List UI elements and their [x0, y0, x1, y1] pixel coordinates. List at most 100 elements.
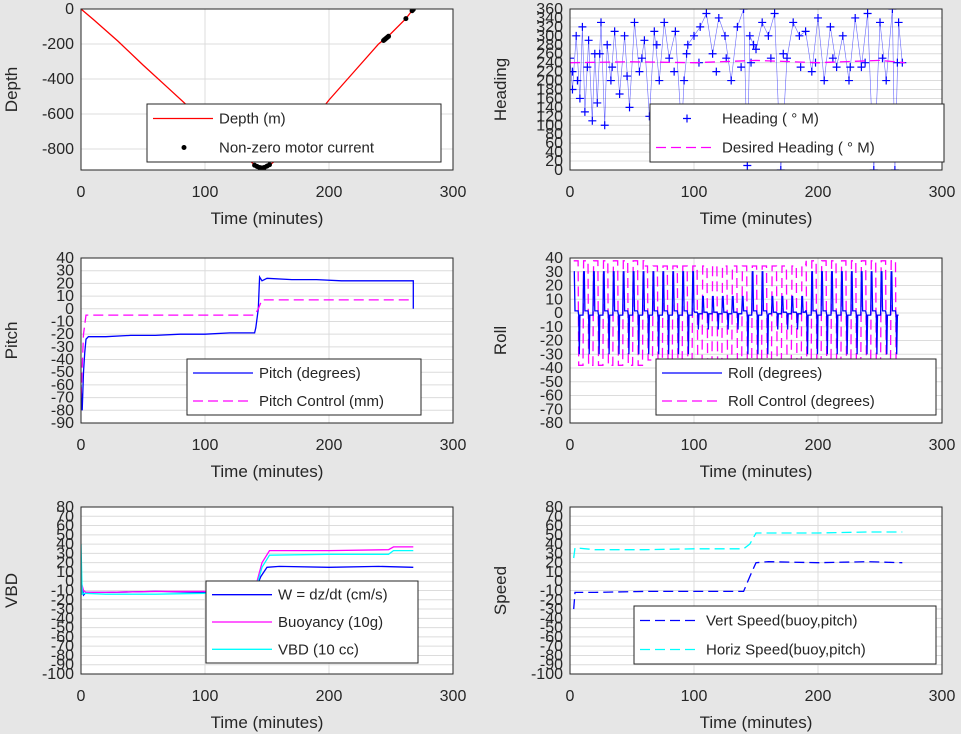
y-tick-label: 30 [545, 545, 563, 562]
data-point [570, 54, 574, 63]
legend: Vert Speed(buoy,pitch) Horiz Speed(buoy,p… [633, 605, 937, 665]
horiz-speed-buoy-pitch-series [573, 531, 903, 559]
pitch-panel: 0 100 200 300403020100-10-20-30-40-50-60-70… [2, 250, 466, 481]
y-tick-label: -50 [51, 364, 74, 381]
data-point [386, 33, 392, 39]
y-tick-label: 80 [545, 499, 563, 516]
y-tick-label: 40 [56, 250, 74, 267]
y-tick-label: 240 [536, 55, 563, 72]
legend: Heading ( ° M) Desired Heading ( ° M) [649, 103, 945, 163]
x-axis-label: Time (minutes) [211, 462, 324, 481]
x-axis-label: Time (minutes) [700, 209, 813, 228]
data-point [570, 67, 577, 76]
axes-box [80, 257, 454, 424]
y-tick-label: 220 [536, 64, 563, 81]
desired-heading-m-series [570, 59, 905, 64]
legend: W = dz/dt (cm/s) Buoyancy (10g) VBD (10 cc… [205, 580, 419, 664]
y-tick-label: -90 [540, 657, 563, 674]
y-tick-label: 80 [56, 499, 74, 516]
x-tick-label: 0 [566, 688, 575, 705]
y-tick-label: 30 [56, 263, 74, 280]
roll-control-degrees-series [573, 260, 899, 366]
x-axis-label: Time (minutes) [211, 713, 324, 732]
x-tick-label: 200 [805, 184, 832, 201]
x-tick-label: 100 [192, 688, 219, 705]
y-tick-label: -400 [42, 71, 74, 88]
pitch-degrees-series [81, 274, 414, 411]
legend-entry: Pitch (degrees) [259, 365, 361, 382]
y-tick-label: -30 [540, 346, 563, 363]
legend-box [649, 103, 945, 163]
y-tick-label: -60 [51, 629, 74, 646]
axes-box [80, 8, 454, 171]
legend-entry: W = dz/dt (cm/s) [278, 587, 388, 604]
y-tick-label: 40 [545, 144, 563, 161]
y-axis-label: Heading [491, 58, 510, 121]
y-tick-label: 70 [56, 508, 74, 525]
x-tick-label: 0 [77, 437, 86, 454]
x-tick-label: 300 [440, 437, 467, 454]
series-group [81, 9, 416, 170]
y-tick-label: 60 [545, 135, 563, 152]
legend-entry: Horiz Speed(buoy,pitch) [706, 642, 866, 659]
x-tick-label: 200 [805, 437, 832, 454]
y-tick-label: 30 [56, 545, 74, 562]
legend-box [186, 358, 422, 416]
y-tick-label: 20 [56, 555, 74, 572]
y-tick-label: 20 [545, 555, 563, 572]
y-tick-label: 160 [536, 90, 563, 107]
x-tick-label: 300 [929, 688, 956, 705]
legend-entry: Depth (m) [219, 111, 286, 128]
legend: Depth (m) Non-zero motor current [146, 103, 442, 163]
y-tick-label: 70 [545, 508, 563, 525]
y-tick-label: -80 [51, 647, 74, 664]
y-tick-label: -30 [51, 601, 74, 618]
y-axis-label: Roll [491, 326, 510, 355]
y-tick-label: -10 [540, 583, 563, 600]
y-tick-label: 20 [545, 153, 563, 170]
y-tick-label: -70 [540, 638, 563, 655]
buoyancy-10g-series [81, 546, 414, 594]
y-tick-label: 140 [536, 99, 563, 116]
legend-box [633, 605, 937, 665]
y-tick-label: -200 [42, 36, 74, 53]
y-tick-label: -40 [540, 610, 563, 627]
y-tick-label: -60 [540, 629, 563, 646]
data-point [652, 40, 661, 49]
y-tick-label: 260 [536, 46, 563, 63]
x-tick-label: 200 [316, 184, 343, 201]
x-tick-label: 300 [440, 184, 467, 201]
y-tick-label: 20 [56, 275, 74, 292]
x-tick-label: 300 [929, 437, 956, 454]
x-tick-label: 0 [566, 437, 575, 454]
data-point [828, 54, 837, 63]
y-tick-label: -10 [51, 583, 74, 600]
y-tick-label: 60 [56, 518, 74, 535]
y-tick-label: 40 [545, 536, 563, 553]
y-tick-label: -30 [51, 339, 74, 356]
data-point [737, 63, 746, 72]
y-tick-label: -50 [540, 620, 563, 637]
data-point [712, 67, 721, 76]
x-tick-label: 200 [316, 688, 343, 705]
depth-panel: 0 100 200 300 0 -200 -400 -600 -800 Time (minutes… [2, 1, 466, 228]
legend-entry: Roll (degrees) [728, 365, 822, 382]
legend-box [655, 358, 937, 416]
x-tick-label: 100 [192, 184, 219, 201]
y-tick-label: 200 [536, 73, 563, 90]
y-tick-label: -20 [51, 592, 74, 609]
series-group [81, 274, 414, 411]
y-tick-label: -100 [42, 666, 74, 683]
legend: Pitch (degrees) Pitch Control (mm) [186, 358, 422, 416]
y-axis-label: VBD [2, 573, 21, 608]
legend-entry: Heading ( ° M) [722, 111, 819, 128]
y-tick-label: -40 [51, 610, 74, 627]
y-tick-label: 50 [56, 527, 74, 544]
data-point [857, 63, 866, 72]
data-point [878, 54, 887, 63]
y-tick-label: 60 [545, 518, 563, 535]
axes-box [80, 506, 454, 675]
y-tick-label: -20 [540, 333, 563, 350]
y-tick-label: 0 [65, 301, 74, 318]
data-point [403, 16, 409, 22]
